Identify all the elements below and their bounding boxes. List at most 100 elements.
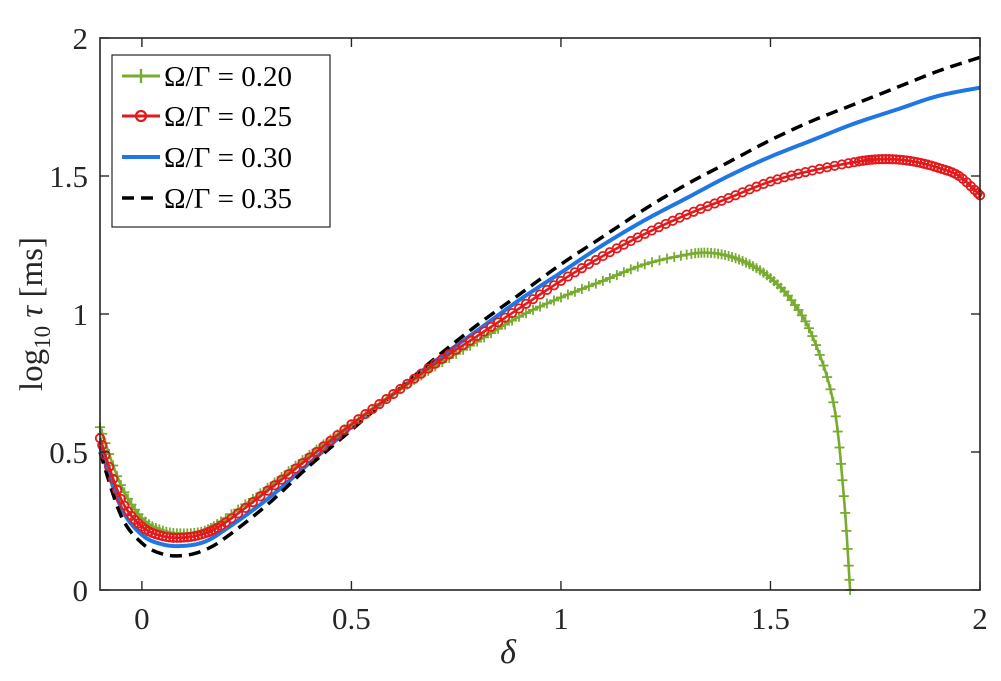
data-point bbox=[837, 475, 848, 486]
data-point bbox=[506, 307, 518, 319]
x-tick-label: 0.5 bbox=[332, 601, 371, 636]
y-tick-label: 1 bbox=[73, 297, 89, 332]
series-1 bbox=[94, 153, 986, 543]
data-point bbox=[304, 452, 315, 463]
data-point bbox=[226, 513, 237, 524]
data-point bbox=[870, 154, 881, 165]
data-point bbox=[513, 303, 525, 314]
data-point bbox=[969, 184, 980, 196]
data-point bbox=[618, 267, 629, 278]
data-point bbox=[409, 373, 420, 384]
data-point bbox=[810, 340, 821, 351]
data-point bbox=[818, 360, 829, 371]
x-tick-label: 2 bbox=[972, 601, 988, 636]
data-point bbox=[590, 278, 601, 289]
data-point bbox=[374, 398, 385, 410]
legend-entry-0: Ω/Γ = 0.20 bbox=[122, 61, 292, 93]
legend-label-0: Ω/Γ = 0.20 bbox=[164, 61, 292, 93]
y-tick-label: 0.5 bbox=[49, 435, 88, 470]
data-point bbox=[311, 446, 322, 458]
tick-layer: 0 0.5 1 1.5 2 0 0.5 1 1.5 2 bbox=[49, 21, 988, 636]
data-point bbox=[611, 270, 622, 281]
data-point bbox=[325, 435, 336, 446]
data-point bbox=[346, 419, 357, 430]
data-point bbox=[800, 316, 811, 327]
data-point bbox=[597, 275, 608, 286]
data-point bbox=[807, 331, 818, 342]
data-point bbox=[877, 154, 888, 165]
data-point bbox=[520, 298, 532, 309]
data-point bbox=[843, 158, 854, 169]
data-point bbox=[112, 484, 123, 496]
data-point bbox=[828, 397, 839, 408]
data-point bbox=[840, 507, 851, 518]
data-point bbox=[887, 154, 898, 165]
data-point bbox=[625, 264, 636, 275]
data-point bbox=[388, 388, 399, 400]
series-line-2 bbox=[98, 85, 981, 549]
data-point bbox=[786, 170, 797, 181]
data-point bbox=[779, 172, 790, 183]
data-point bbox=[171, 532, 182, 543]
data-point bbox=[437, 353, 448, 365]
data-point bbox=[646, 257, 657, 268]
data-point bbox=[803, 323, 814, 334]
data-point bbox=[360, 408, 371, 420]
data-point bbox=[283, 469, 294, 480]
y-axis-label-sub: 10 bbox=[30, 326, 55, 349]
data-point bbox=[894, 154, 905, 165]
y-tick-label: 2 bbox=[73, 21, 89, 56]
data-point bbox=[318, 441, 329, 452]
data-point bbox=[353, 414, 364, 425]
series-line-3 bbox=[98, 55, 981, 558]
data-point bbox=[97, 440, 108, 451]
legend: Ω/Γ = 0.20 Ω/Γ = 0.25 Ω/Γ = 0.30 Ω/Γ = 0… bbox=[111, 54, 331, 228]
x-tick-label: 1 bbox=[553, 601, 569, 636]
y-axis-label-unit: [ms] bbox=[14, 237, 50, 306]
data-point bbox=[662, 253, 673, 264]
data-point bbox=[853, 156, 865, 167]
legend-marker-circle-icon bbox=[134, 109, 148, 123]
data-point bbox=[534, 289, 546, 300]
data-point bbox=[583, 281, 594, 292]
data-point bbox=[527, 294, 539, 305]
y-axis-label-var: τ bbox=[14, 305, 50, 326]
data-point bbox=[793, 305, 804, 316]
legend-label-2: Ω/Γ = 0.30 bbox=[164, 142, 292, 174]
data-point bbox=[891, 154, 902, 165]
legend-marker-plus-icon bbox=[134, 69, 148, 83]
data-point bbox=[492, 317, 504, 328]
data-point bbox=[395, 383, 406, 395]
data-point bbox=[178, 532, 189, 543]
y-tick-label: 0 bbox=[73, 573, 89, 608]
data-point bbox=[772, 174, 783, 185]
data-point bbox=[843, 560, 854, 571]
data-point bbox=[555, 292, 566, 303]
legend-entry-1: Ω/Γ = 0.25 bbox=[122, 101, 292, 133]
data-point bbox=[367, 403, 378, 415]
data-point bbox=[175, 532, 186, 543]
series-2 bbox=[98, 85, 981, 549]
y-axis-label-base: log bbox=[14, 349, 50, 391]
data-point bbox=[486, 321, 497, 332]
data-point bbox=[430, 358, 441, 369]
data-point bbox=[541, 284, 553, 295]
data-point bbox=[841, 525, 852, 536]
legend-label-1: Ω/Γ = 0.25 bbox=[164, 101, 292, 133]
x-tick-label: 1.5 bbox=[751, 601, 790, 636]
data-point bbox=[528, 304, 539, 315]
data-point bbox=[866, 154, 878, 165]
data-point bbox=[825, 384, 836, 395]
data-point bbox=[829, 160, 840, 171]
data-point bbox=[555, 275, 567, 286]
data-point bbox=[844, 574, 855, 585]
data-point bbox=[297, 457, 308, 469]
data-point bbox=[873, 154, 884, 165]
series-3 bbox=[98, 55, 981, 558]
data-point bbox=[569, 286, 580, 297]
data-point bbox=[465, 335, 476, 346]
data-point bbox=[276, 474, 287, 485]
data-point bbox=[240, 502, 251, 513]
data-point bbox=[290, 463, 301, 474]
